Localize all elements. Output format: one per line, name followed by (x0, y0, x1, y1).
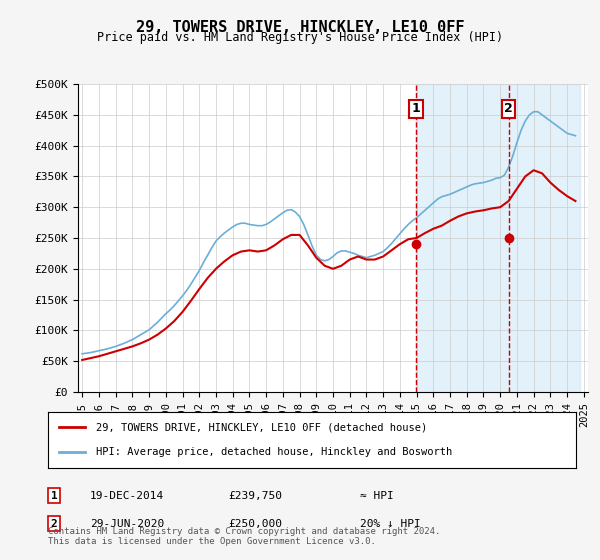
Text: 29, TOWERS DRIVE, HINCKLEY, LE10 0FF (detached house): 29, TOWERS DRIVE, HINCKLEY, LE10 0FF (de… (95, 422, 427, 432)
Text: HPI: Average price, detached house, Hinckley and Bosworth: HPI: Average price, detached house, Hinc… (95, 447, 452, 457)
Bar (416, 84, 580, 392)
Text: Price paid vs. HM Land Registry's House Price Index (HPI): Price paid vs. HM Land Registry's House … (97, 31, 503, 44)
Text: 19-DEC-2014: 19-DEC-2014 (90, 491, 164, 501)
Text: Contains HM Land Registry data © Crown copyright and database right 2024.
This d: Contains HM Land Registry data © Crown c… (48, 526, 440, 546)
Text: 29-JUN-2020: 29-JUN-2020 (90, 519, 164, 529)
Text: £250,000: £250,000 (228, 519, 282, 529)
Text: 1: 1 (50, 491, 58, 501)
Text: £239,750: £239,750 (228, 491, 282, 501)
Text: 29, TOWERS DRIVE, HINCKLEY, LE10 0FF: 29, TOWERS DRIVE, HINCKLEY, LE10 0FF (136, 20, 464, 35)
Text: ≈ HPI: ≈ HPI (360, 491, 394, 501)
Text: 2: 2 (504, 102, 513, 115)
Text: 1: 1 (412, 102, 421, 115)
Text: 2: 2 (50, 519, 58, 529)
Text: 20% ↓ HPI: 20% ↓ HPI (360, 519, 421, 529)
